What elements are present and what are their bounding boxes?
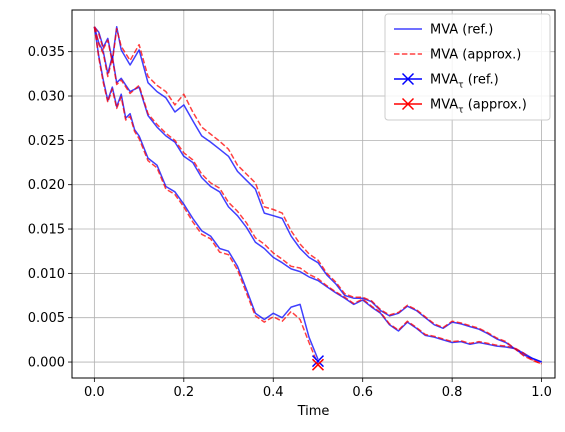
x-tick-label: 0.6 (352, 385, 373, 400)
x-tick-label: 1.0 (531, 385, 552, 400)
legend-item: MVAτ (approx.) (394, 98, 527, 116)
y-tick-label: 0.005 (28, 311, 65, 326)
x-tick-label: 0.0 (84, 385, 105, 400)
tau-marker-approx (311, 358, 325, 371)
x-axis-ticks: 0.0 0.2 0.4 0.6 0.8 1.0 (84, 378, 552, 400)
y-axis-ticks: 0.000 0.005 0.010 0.015 0.020 0.025 0.030 0.035 (28, 45, 72, 371)
legend-label: MVAτ (approx.) (430, 98, 527, 116)
legend-box (384, 13, 551, 121)
y-tick-label: 0.025 (28, 134, 65, 149)
series-line-ref-path-3 (93, 26, 542, 363)
legend-label: MVA (approx.) (430, 48, 521, 63)
legend: MVA (ref.) MVA (approx.) MVAτ (ref.) MVAτ (… (384, 13, 551, 121)
y-tick-label: 0.035 (28, 45, 65, 60)
legend-label: MVA (ref.) (430, 23, 493, 38)
tau-marker-ref (311, 355, 325, 368)
legend-label: MVAτ (ref.) (430, 73, 499, 91)
plot-frame (71, 9, 556, 379)
x-tick-label: 0.4 (263, 385, 284, 400)
y-tick-label: 0.000 (28, 356, 65, 371)
series-line-approx-path-2 (93, 26, 542, 365)
marker-layer (311, 355, 325, 371)
y-tick-label: 0.030 (28, 90, 65, 105)
legend-item: MVA (ref.) (394, 23, 493, 38)
x-axis-label: Time (297, 404, 330, 419)
legend-x-marker (401, 72, 415, 86)
legend-item: MVAτ (ref.) (394, 73, 499, 91)
legend-x-marker (401, 97, 415, 111)
series-layer (93, 26, 542, 365)
series-line-approx-path-1 (93, 26, 319, 365)
y-tick-label: 0.010 (28, 267, 65, 282)
legend-item: MVA (approx.) (394, 48, 521, 63)
grid (72, 10, 555, 378)
y-tick-label: 0.015 (28, 223, 65, 238)
y-tick-label: 0.020 (28, 178, 65, 193)
x-tick-label: 0.2 (173, 385, 194, 400)
x-tick-label: 0.8 (442, 385, 463, 400)
